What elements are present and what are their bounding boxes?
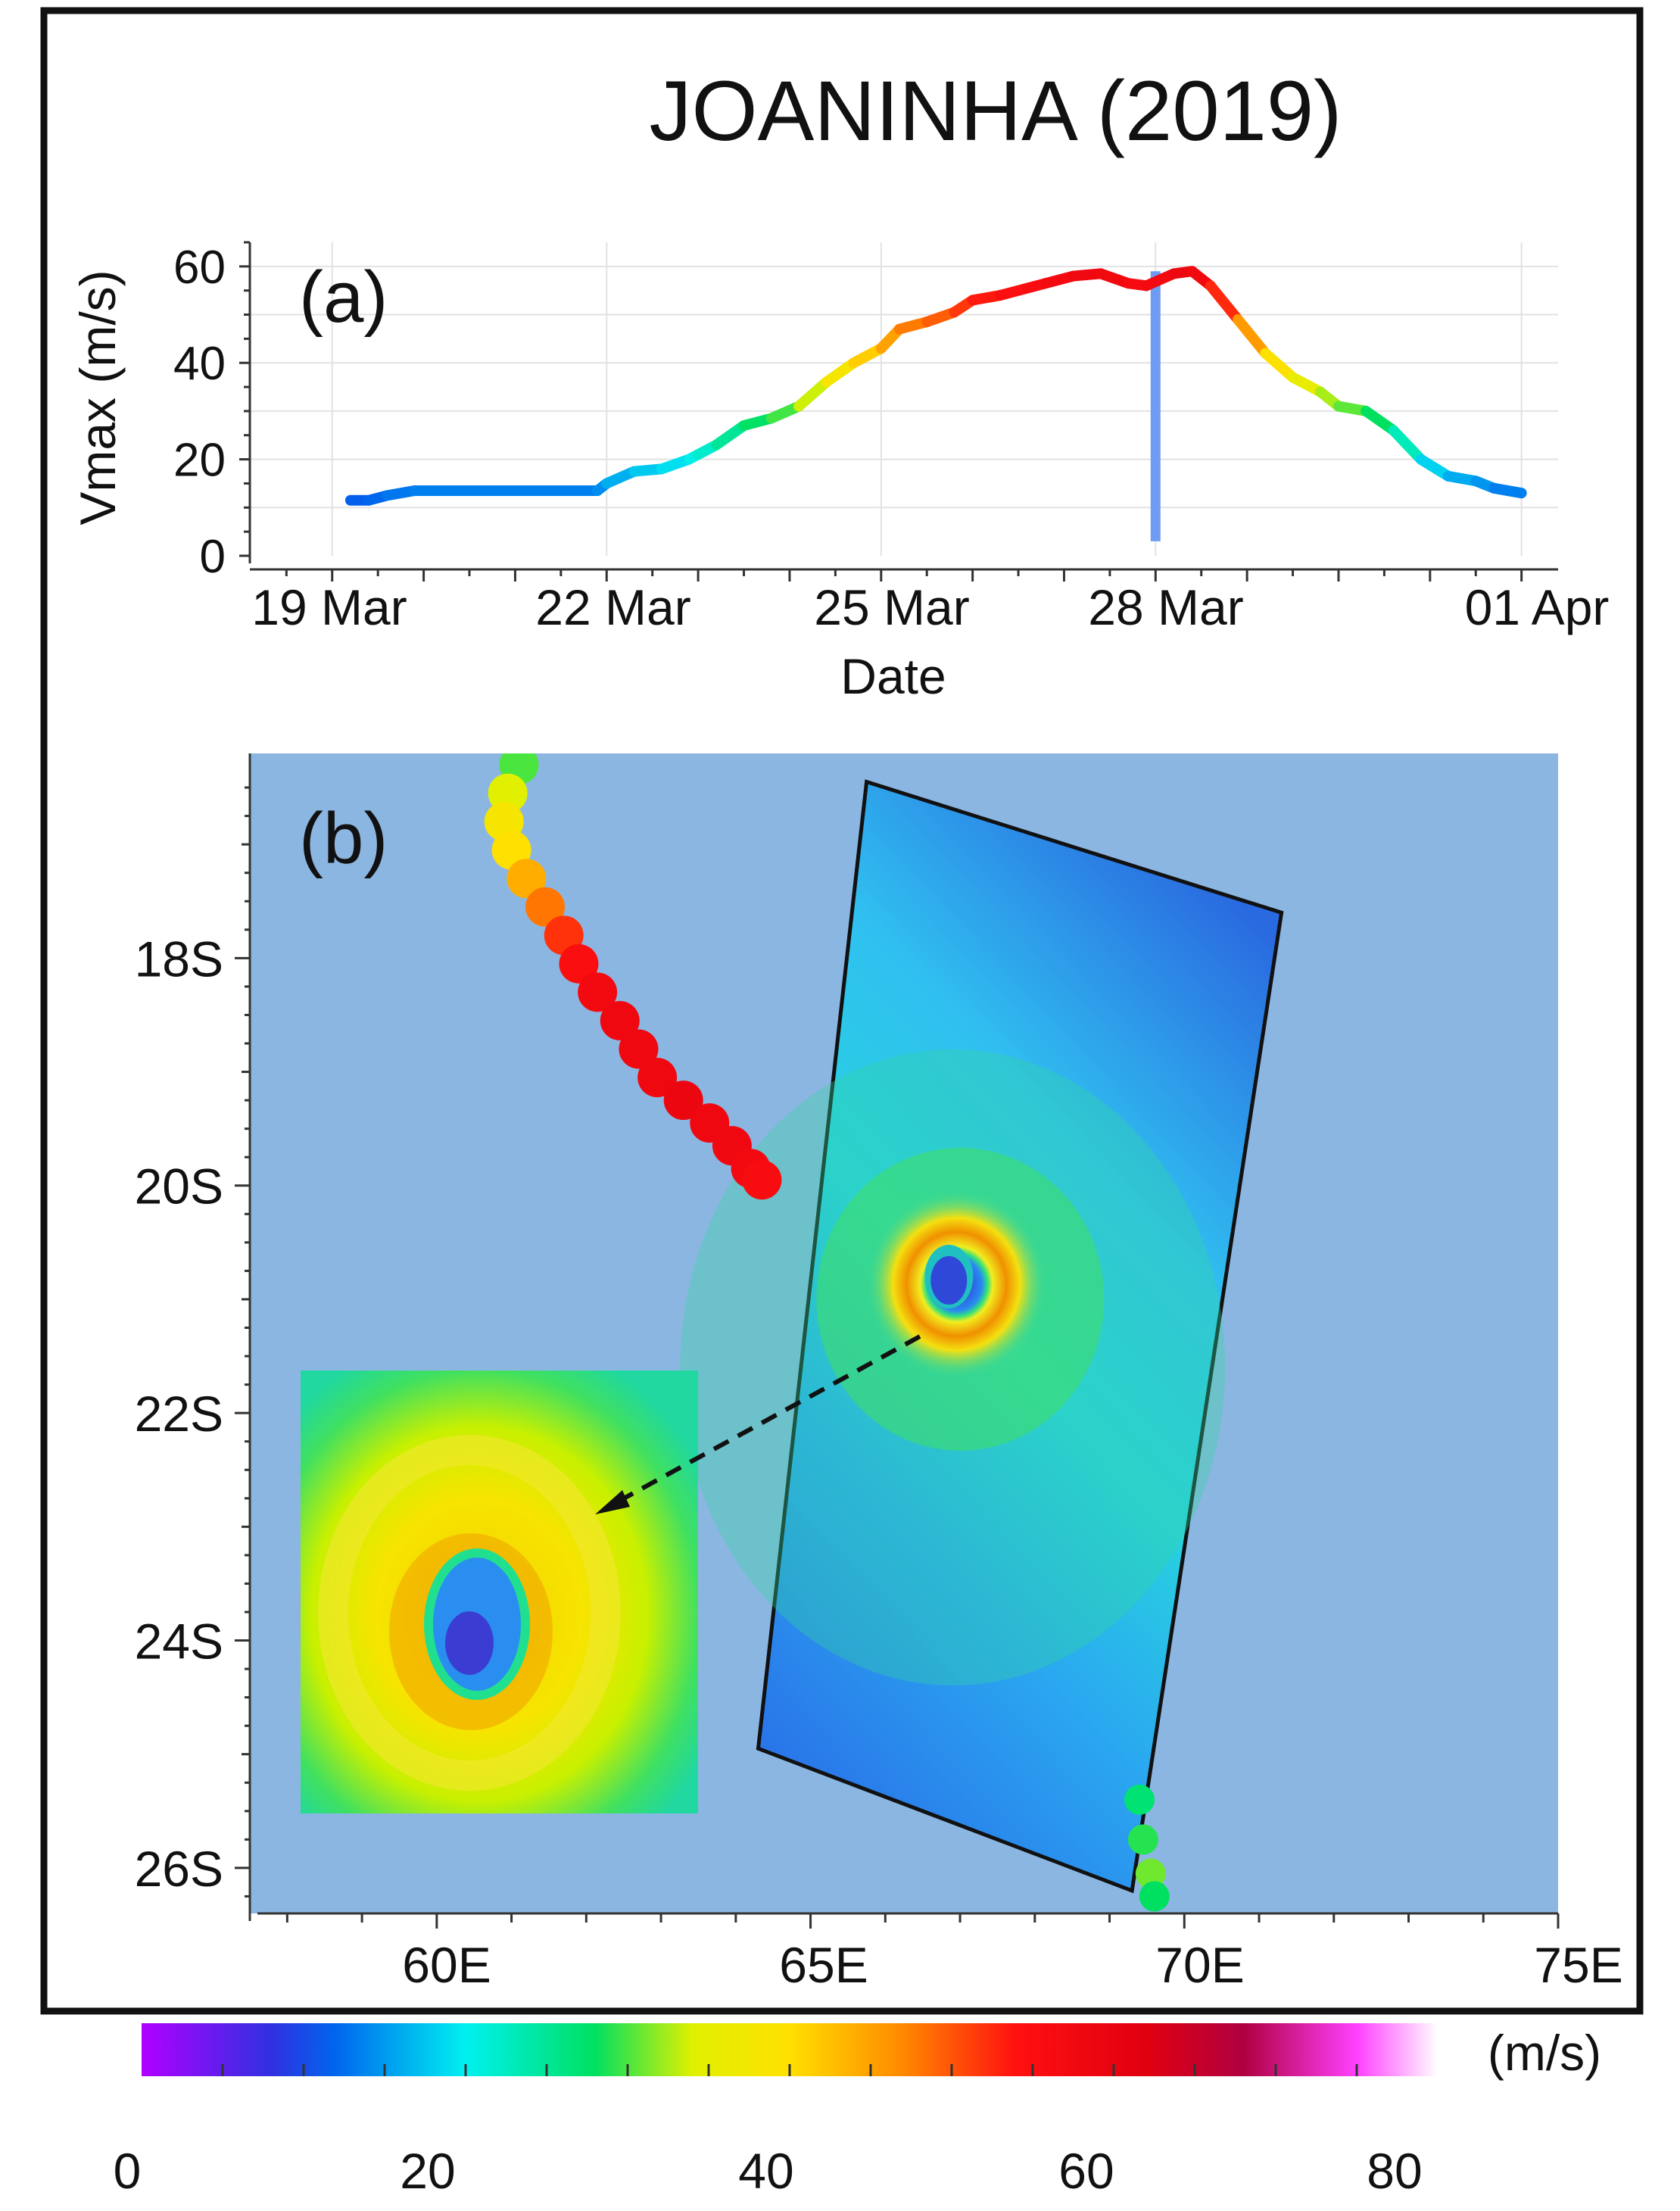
map-x-tick-label: 65E <box>779 1937 868 1993</box>
map-x-tick-label: 70E <box>1155 1937 1244 1993</box>
track-point <box>525 887 566 927</box>
map-y-tick-label: 18S <box>135 931 223 987</box>
chart-a-y-tick-label: 20 <box>173 435 226 487</box>
chart-a-axes: 0 20 40 60 19 Mar 22 Mar 25 Mar 28 Mar 01 Apr <box>173 241 1610 635</box>
track-point <box>637 1058 678 1098</box>
eye-inset <box>301 1371 698 1813</box>
figure-frame <box>40 7 1644 2015</box>
colorbar-ticks: 0 20 40 60 80 <box>114 2064 1423 2199</box>
chart-a-xlabel: Date <box>840 648 946 704</box>
chart-a-x-tick-label: 22 Mar <box>535 579 690 635</box>
colorbar-unit-label: (m/s) <box>1488 2025 1601 2081</box>
inset-ring <box>318 1435 621 1791</box>
chart-a-y-tick-label: 0 <box>200 531 226 583</box>
map-y-tick-label: 20S <box>135 1159 223 1215</box>
track-point <box>742 1160 782 1200</box>
colorbar-tick-label: 20 <box>400 2143 455 2199</box>
map-y-tick-label: 24S <box>135 1614 223 1670</box>
track-point <box>663 1081 703 1121</box>
sar-eye <box>930 1255 968 1305</box>
vmax-segment <box>1415 454 1454 482</box>
vmax-segment <box>1488 482 1527 499</box>
track-point <box>559 943 599 984</box>
map-x-tick-label: 60E <box>402 1937 491 1993</box>
vmax-segment <box>1361 405 1399 436</box>
colorbar-tick-label: 40 <box>738 2143 793 2199</box>
track-point <box>506 859 547 899</box>
vmax-segment <box>1388 425 1426 465</box>
chart-a-x-tick-label: 01 Apr <box>1465 579 1610 635</box>
map-axes: 18S 20S 22S 24S 26S 60E 65E 70E 75E <box>135 753 1623 1993</box>
chart-a-y-tick-label: 60 <box>173 242 226 294</box>
colorbar-tick-label: 0 <box>114 2143 142 2199</box>
vmax-segment <box>1233 313 1271 359</box>
chart-a-x-tick-label: 25 Mar <box>814 579 969 635</box>
map-y-tick-label: 26S <box>135 1841 223 1897</box>
track-point <box>1124 1784 1155 1815</box>
vmax-segment <box>1260 348 1298 383</box>
vmax-segment <box>711 420 750 451</box>
track-point <box>600 1000 640 1040</box>
storm-track <box>484 753 1170 1912</box>
zoom-arrow-head <box>595 1490 630 1514</box>
track-point <box>619 1029 659 1069</box>
colorbar-tick-label: 80 <box>1367 2143 1422 2199</box>
vmax-series <box>344 266 1527 541</box>
inset-eye-core <box>445 1611 494 1675</box>
track-point <box>578 972 618 1012</box>
chart-a-ylabel: Vmax (m/s) <box>70 270 126 525</box>
map-y-tick-label: 22S <box>135 1386 223 1442</box>
zoom-arrow <box>604 1334 921 1511</box>
vmax-segment <box>793 376 832 412</box>
panel-b-label: (b) <box>299 798 388 879</box>
sar-wind-field <box>680 1049 1226 1686</box>
colorbar: 0 20 40 60 80 (m/s) <box>114 2023 1601 2199</box>
figure-title: JOANINHA (2019) <box>650 64 1342 158</box>
panel-a-vmax-chart: 0 20 40 60 19 Mar 22 Mar 25 Mar 28 Mar 01 Apr (a… <box>70 241 1610 704</box>
panel-a-label: (a) <box>299 257 388 338</box>
track-point <box>1135 1858 1166 1889</box>
chart-a-plot-area <box>250 242 1558 556</box>
vmax-segment <box>821 357 859 388</box>
track-point <box>1139 1881 1170 1912</box>
track-point <box>1127 1824 1158 1855</box>
vmax-segment <box>1205 280 1244 325</box>
panel-b-map: 18S 20S 22S 24S 26S 60E 65E 70E 75E (b) <box>135 753 1623 1993</box>
map-x-tick-label: 75E <box>1534 1937 1622 1993</box>
chart-a-x-tick-label: 28 Mar <box>1088 579 1243 635</box>
colorbar-tick-label: 60 <box>1058 2143 1114 2199</box>
chart-a-x-tick-label: 19 Mar <box>251 579 407 635</box>
chart-a-y-tick-label: 40 <box>173 338 226 390</box>
